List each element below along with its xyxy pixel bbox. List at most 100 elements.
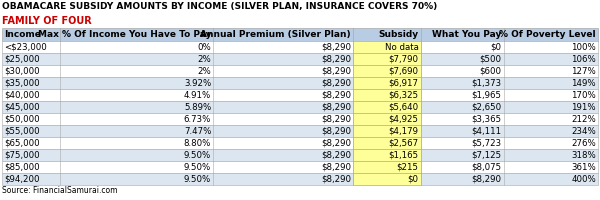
Bar bbox=[353, 77, 421, 89]
Text: $0: $0 bbox=[491, 43, 502, 51]
Bar bbox=[353, 101, 421, 113]
Text: 2%: 2% bbox=[197, 54, 211, 64]
Text: $30,000: $30,000 bbox=[4, 66, 40, 75]
Text: $40,000: $40,000 bbox=[4, 90, 40, 99]
Text: 9.50%: 9.50% bbox=[184, 162, 211, 171]
Bar bbox=[2, 161, 598, 173]
Text: $8,290: $8,290 bbox=[321, 78, 351, 88]
Bar bbox=[2, 77, 598, 89]
Text: $8,290: $8,290 bbox=[321, 150, 351, 160]
Text: $4,179: $4,179 bbox=[389, 127, 419, 136]
Bar bbox=[2, 89, 598, 101]
Bar bbox=[2, 28, 598, 41]
Text: $1,373: $1,373 bbox=[472, 78, 502, 88]
Bar bbox=[353, 173, 421, 185]
Text: $75,000: $75,000 bbox=[4, 150, 40, 160]
Text: 400%: 400% bbox=[571, 174, 596, 184]
Text: 212%: 212% bbox=[571, 114, 596, 123]
Bar bbox=[2, 65, 598, 77]
Text: 9.50%: 9.50% bbox=[184, 150, 211, 160]
Text: $85,000: $85,000 bbox=[4, 162, 40, 171]
Text: $8,075: $8,075 bbox=[472, 162, 502, 171]
Bar bbox=[353, 65, 421, 77]
Text: 361%: 361% bbox=[571, 162, 596, 171]
Text: $8,290: $8,290 bbox=[321, 66, 351, 75]
Text: $8,290: $8,290 bbox=[321, 54, 351, 64]
Text: $1,965: $1,965 bbox=[472, 90, 502, 99]
Text: $8,290: $8,290 bbox=[321, 127, 351, 136]
Text: $500: $500 bbox=[479, 54, 502, 64]
Text: 318%: 318% bbox=[571, 150, 596, 160]
Text: $7,690: $7,690 bbox=[389, 66, 419, 75]
Text: $45,000: $45,000 bbox=[4, 102, 40, 112]
Bar bbox=[2, 125, 598, 137]
Bar bbox=[353, 149, 421, 161]
Text: 276%: 276% bbox=[571, 138, 596, 148]
Bar bbox=[2, 53, 598, 65]
Text: $3,365: $3,365 bbox=[472, 114, 502, 123]
Text: $5,723: $5,723 bbox=[472, 138, 502, 148]
Text: 149%: 149% bbox=[571, 78, 596, 88]
Text: $600: $600 bbox=[479, 66, 502, 75]
Bar bbox=[353, 161, 421, 173]
Text: $2,567: $2,567 bbox=[389, 138, 419, 148]
Bar bbox=[353, 113, 421, 125]
Text: 234%: 234% bbox=[571, 127, 596, 136]
Text: 127%: 127% bbox=[571, 66, 596, 75]
Text: 100%: 100% bbox=[571, 43, 596, 51]
Text: $4,925: $4,925 bbox=[389, 114, 419, 123]
Bar bbox=[2, 149, 598, 161]
Text: $55,000: $55,000 bbox=[4, 127, 40, 136]
Text: 5.89%: 5.89% bbox=[184, 102, 211, 112]
Text: 6.73%: 6.73% bbox=[184, 114, 211, 123]
Text: $8,290: $8,290 bbox=[321, 174, 351, 184]
Text: Annual Premium (Silver Plan): Annual Premium (Silver Plan) bbox=[200, 30, 351, 39]
Text: 4.91%: 4.91% bbox=[184, 90, 211, 99]
Text: $7,790: $7,790 bbox=[389, 54, 419, 64]
Bar bbox=[353, 53, 421, 65]
Text: 170%: 170% bbox=[571, 90, 596, 99]
Text: $7,125: $7,125 bbox=[472, 150, 502, 160]
Text: $8,290: $8,290 bbox=[321, 102, 351, 112]
Text: 106%: 106% bbox=[571, 54, 596, 64]
Text: What You Pay: What You Pay bbox=[433, 30, 502, 39]
Text: $215: $215 bbox=[397, 162, 419, 171]
Bar bbox=[353, 137, 421, 149]
Text: $8,290: $8,290 bbox=[321, 90, 351, 99]
Bar bbox=[353, 41, 421, 53]
Bar bbox=[2, 173, 598, 185]
Text: 3.92%: 3.92% bbox=[184, 78, 211, 88]
Text: $65,000: $65,000 bbox=[4, 138, 40, 148]
Text: $6,917: $6,917 bbox=[389, 78, 419, 88]
Text: Max % Of Income You Have To Pay: Max % Of Income You Have To Pay bbox=[38, 30, 211, 39]
Text: $8,290: $8,290 bbox=[321, 138, 351, 148]
Bar bbox=[2, 113, 598, 125]
Bar bbox=[353, 125, 421, 137]
Text: $94,200: $94,200 bbox=[4, 174, 40, 184]
Text: 7.47%: 7.47% bbox=[184, 127, 211, 136]
Bar bbox=[353, 89, 421, 101]
Bar bbox=[2, 101, 598, 113]
Text: $8,290: $8,290 bbox=[321, 114, 351, 123]
Text: FAMILY OF FOUR: FAMILY OF FOUR bbox=[2, 16, 92, 26]
Text: 0%: 0% bbox=[197, 43, 211, 51]
Text: Subsidy: Subsidy bbox=[379, 30, 419, 39]
Text: $8,290: $8,290 bbox=[321, 43, 351, 51]
Text: 9.50%: 9.50% bbox=[184, 174, 211, 184]
Text: OBAMACARE SUBSIDY AMOUNTS BY INCOME (SILVER PLAN, INSURANCE COVERS 70%): OBAMACARE SUBSIDY AMOUNTS BY INCOME (SIL… bbox=[2, 2, 437, 11]
Text: <$23,000: <$23,000 bbox=[4, 43, 47, 51]
Bar bbox=[2, 41, 598, 53]
Text: $50,000: $50,000 bbox=[4, 114, 40, 123]
Text: $4,111: $4,111 bbox=[472, 127, 502, 136]
Text: No data: No data bbox=[385, 43, 419, 51]
Text: Source: FinancialSamurai.com: Source: FinancialSamurai.com bbox=[2, 186, 118, 195]
Text: $0: $0 bbox=[408, 174, 419, 184]
Bar bbox=[2, 137, 598, 149]
Text: $6,325: $6,325 bbox=[389, 90, 419, 99]
Text: $8,290: $8,290 bbox=[472, 174, 502, 184]
Text: $2,650: $2,650 bbox=[472, 102, 502, 112]
Text: $5,640: $5,640 bbox=[389, 102, 419, 112]
Text: 8.80%: 8.80% bbox=[184, 138, 211, 148]
Text: 191%: 191% bbox=[571, 102, 596, 112]
Text: $8,290: $8,290 bbox=[321, 162, 351, 171]
